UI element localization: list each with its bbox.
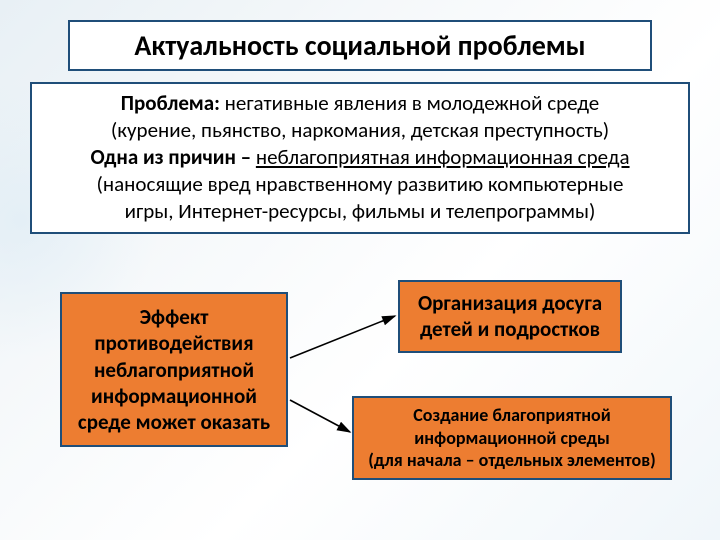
effect-box: Эффект противодействия неблагоприятной и… [60, 292, 288, 447]
organization-box: Организация досуга детей и подростков [398, 280, 622, 353]
problem-box: Проблема: негативные явления в молодежно… [30, 82, 690, 234]
create-line3: (для начала – отдельных элементов) [362, 449, 662, 472]
title-box: Актуальность социальной проблемы [68, 20, 652, 71]
problem-line4: (наносящие вред нравственному развитию к… [44, 171, 676, 198]
slide-content: Актуальность социальной проблемы Проблем… [0, 0, 720, 540]
title-text: Актуальность социальной проблемы [134, 28, 585, 63]
problem-line2: (курение, пьянство, наркомания, детская … [44, 117, 676, 144]
problem-line1-bold: Проблема: [121, 90, 220, 116]
problem-line3-bold: Одна из причин – [90, 144, 255, 170]
create-box: Создание благоприятной информационной ср… [352, 396, 672, 480]
effect-text: Эффект противодействия неблагоприятной и… [78, 304, 270, 435]
problem-line5: игры, Интернет-ресурсы, фильмы и телепро… [44, 198, 676, 225]
problem-line1-rest: негативные явления в молодежной среде [220, 90, 599, 116]
organization-text: Организация досуга детей и подростков [418, 290, 602, 342]
arrow-to-create [290, 400, 350, 432]
problem-line3: Одна из причин – неблагоприятная информа… [44, 144, 676, 171]
create-line2: информационной среды [362, 427, 662, 450]
create-line1: Создание благоприятной [362, 404, 662, 427]
arrow-to-organization [290, 316, 395, 358]
problem-line1: Проблема: негативные явления в молодежно… [44, 90, 676, 117]
problem-line3-underlined: неблагоприятная информационная среда [256, 144, 630, 170]
